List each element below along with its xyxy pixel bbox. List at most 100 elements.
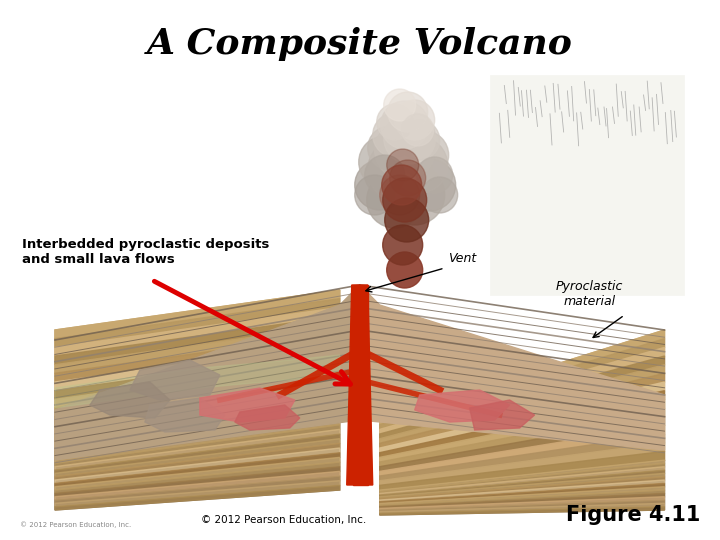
Polygon shape xyxy=(379,443,665,485)
Text: © 2012 Pearson Education, Inc.: © 2012 Pearson Education, Inc. xyxy=(201,515,366,525)
Polygon shape xyxy=(55,424,340,467)
Polygon shape xyxy=(379,490,665,507)
Text: A Composite Volcano: A Composite Volcano xyxy=(147,27,572,61)
Polygon shape xyxy=(55,443,340,480)
Polygon shape xyxy=(379,487,665,505)
Polygon shape xyxy=(379,503,665,514)
Polygon shape xyxy=(130,360,220,400)
Circle shape xyxy=(368,126,412,170)
Polygon shape xyxy=(379,382,665,453)
Polygon shape xyxy=(55,333,340,382)
Circle shape xyxy=(355,175,395,215)
Text: Vent: Vent xyxy=(448,252,476,265)
Polygon shape xyxy=(55,481,340,507)
Circle shape xyxy=(387,92,428,132)
Polygon shape xyxy=(55,485,340,510)
Polygon shape xyxy=(55,462,340,494)
Polygon shape xyxy=(415,390,510,422)
Polygon shape xyxy=(55,467,340,497)
Polygon shape xyxy=(379,347,665,434)
Polygon shape xyxy=(379,330,665,490)
Polygon shape xyxy=(55,434,340,474)
Polygon shape xyxy=(200,388,294,422)
Polygon shape xyxy=(379,460,665,491)
Polygon shape xyxy=(379,434,665,481)
Polygon shape xyxy=(379,390,665,457)
Polygon shape xyxy=(379,364,665,443)
Circle shape xyxy=(401,131,449,179)
Circle shape xyxy=(387,252,423,288)
Circle shape xyxy=(383,225,423,265)
Text: © 2012 Pearson Education, Inc.: © 2012 Pearson Education, Inc. xyxy=(20,521,131,528)
Polygon shape xyxy=(55,342,340,390)
Polygon shape xyxy=(379,417,665,471)
Polygon shape xyxy=(55,350,340,400)
Polygon shape xyxy=(55,285,360,460)
Circle shape xyxy=(384,89,415,121)
Polygon shape xyxy=(55,386,340,434)
Polygon shape xyxy=(55,411,340,460)
Polygon shape xyxy=(55,471,340,500)
Polygon shape xyxy=(379,474,665,498)
Circle shape xyxy=(390,160,426,196)
Polygon shape xyxy=(379,356,665,438)
Circle shape xyxy=(382,165,422,205)
Text: Figure 4.11: Figure 4.11 xyxy=(567,505,701,525)
Polygon shape xyxy=(55,420,340,463)
Polygon shape xyxy=(55,448,340,483)
Polygon shape xyxy=(379,373,665,448)
Polygon shape xyxy=(379,463,665,494)
Circle shape xyxy=(395,100,435,140)
Polygon shape xyxy=(379,451,665,490)
Circle shape xyxy=(366,172,423,228)
Polygon shape xyxy=(379,480,665,502)
Circle shape xyxy=(417,157,453,193)
Polygon shape xyxy=(469,400,535,430)
Circle shape xyxy=(365,155,405,195)
Polygon shape xyxy=(55,420,340,510)
Bar xyxy=(353,285,368,485)
Polygon shape xyxy=(379,497,665,510)
Polygon shape xyxy=(55,429,340,470)
Circle shape xyxy=(368,138,432,202)
Circle shape xyxy=(381,101,428,149)
Circle shape xyxy=(400,120,440,160)
Polygon shape xyxy=(379,426,665,476)
Polygon shape xyxy=(55,290,340,460)
Polygon shape xyxy=(55,453,340,487)
Polygon shape xyxy=(360,285,665,450)
Polygon shape xyxy=(379,477,665,500)
Circle shape xyxy=(384,112,436,164)
Polygon shape xyxy=(379,467,665,495)
Polygon shape xyxy=(55,325,340,373)
Polygon shape xyxy=(55,476,340,503)
Polygon shape xyxy=(379,494,665,508)
Polygon shape xyxy=(55,394,340,443)
Polygon shape xyxy=(55,359,340,408)
Polygon shape xyxy=(55,403,340,451)
Polygon shape xyxy=(55,457,340,490)
Circle shape xyxy=(384,198,428,242)
Circle shape xyxy=(387,149,419,181)
Polygon shape xyxy=(379,408,665,467)
Polygon shape xyxy=(55,368,340,417)
Circle shape xyxy=(377,104,413,140)
Polygon shape xyxy=(379,460,665,515)
Polygon shape xyxy=(379,507,665,515)
Circle shape xyxy=(359,136,410,188)
Polygon shape xyxy=(55,377,340,426)
Circle shape xyxy=(355,160,405,210)
Text: Interbedded pyroclastic deposits
and small lava flows: Interbedded pyroclastic deposits and sma… xyxy=(22,238,269,266)
Circle shape xyxy=(404,159,456,211)
Polygon shape xyxy=(379,330,665,424)
Polygon shape xyxy=(379,500,665,512)
Polygon shape xyxy=(55,290,340,339)
Polygon shape xyxy=(379,400,665,462)
Polygon shape xyxy=(55,355,340,408)
Polygon shape xyxy=(379,470,665,497)
Polygon shape xyxy=(55,307,340,356)
Circle shape xyxy=(402,114,433,146)
Polygon shape xyxy=(379,339,665,429)
Polygon shape xyxy=(145,398,225,432)
Polygon shape xyxy=(90,382,170,418)
